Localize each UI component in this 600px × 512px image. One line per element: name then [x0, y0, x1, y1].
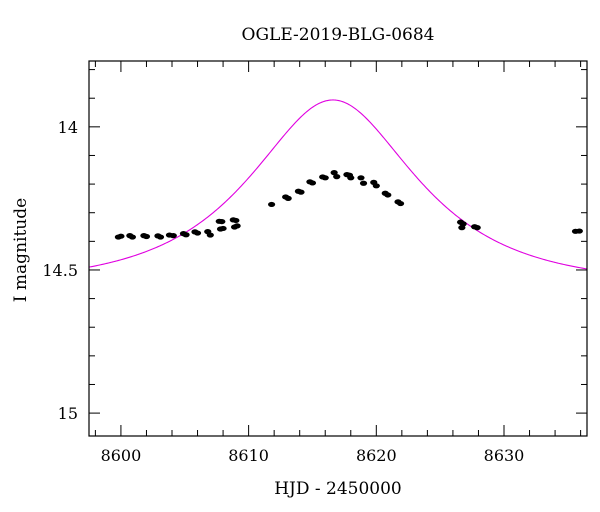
data-point: [396, 200, 405, 207]
data-point: [359, 180, 368, 186]
data-point: [458, 225, 466, 231]
data-point: [330, 170, 338, 176]
data-point: [232, 217, 240, 224]
axis-ticks: 8600 8610 8620 8630 14 14.5 15: [42, 61, 587, 465]
data-point: [372, 183, 380, 189]
data-point: [219, 225, 227, 232]
data-point: [357, 175, 365, 181]
y-tick-label: 15: [58, 404, 78, 423]
data-point: [347, 175, 355, 181]
data-point: [321, 175, 329, 181]
y-tick-label: 14.5: [42, 261, 78, 280]
data-point: [128, 234, 137, 240]
data-point: [284, 195, 292, 201]
data-point: [156, 234, 165, 240]
data-point: [297, 189, 305, 195]
data-point: [169, 233, 177, 239]
plot-area: [89, 99, 587, 270]
x-tick-label: 8600: [101, 446, 142, 465]
plot-frame: [88, 60, 588, 437]
y-tick-label: 14: [58, 118, 78, 137]
x-tick-label: 8630: [484, 446, 525, 465]
data-point: [333, 174, 341, 180]
data-point: [384, 192, 392, 198]
data-point: [575, 228, 583, 234]
data-point: [142, 233, 151, 240]
data-point: [193, 230, 202, 236]
data-point: [308, 180, 317, 186]
y-axis-label: I magnitude: [11, 198, 31, 302]
model-curve: [89, 99, 587, 270]
x-tick-label: 8610: [228, 446, 269, 465]
data-point: [233, 223, 241, 229]
data-point: [182, 232, 190, 238]
data-point: [206, 232, 214, 238]
chart-title: OGLE-2019-BLG-0684: [242, 25, 435, 45]
x-axis-label: HJD - 2450000: [274, 479, 402, 499]
data-point: [218, 218, 226, 225]
x-tick-label: 8620: [356, 446, 397, 465]
data-point: [268, 201, 276, 208]
data-point: [117, 233, 125, 239]
data-point: [473, 225, 481, 231]
